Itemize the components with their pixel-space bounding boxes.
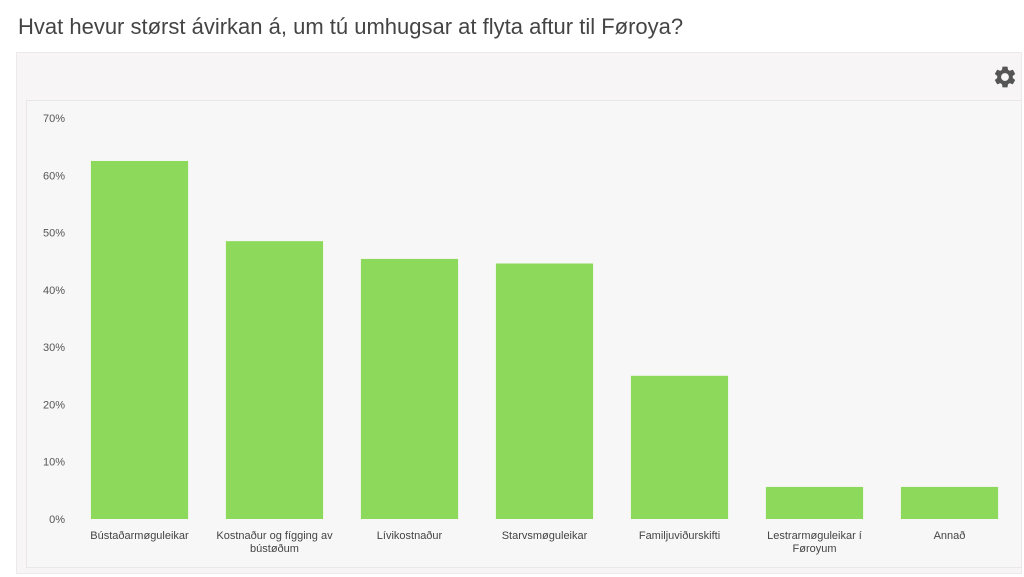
- settings-button[interactable]: [992, 64, 1018, 90]
- x-tick-label-line: Føroyum: [793, 543, 837, 555]
- x-tick-label-line: Bústaðarmøguleikar: [90, 530, 189, 542]
- x-tick-label: Familjuviðurskifti: [639, 530, 720, 542]
- bar[interactable]: [225, 241, 324, 519]
- x-tick-label: Starvsmøguleikar: [502, 530, 588, 542]
- bar[interactable]: [360, 258, 459, 519]
- y-tick-label: 40%: [43, 285, 65, 297]
- chart-card: 0% 10% 20% 30% 40% 50% 60% 70% Bústaðarmøguleika…: [26, 100, 1022, 568]
- x-tick-label-line: Kostnaður og fígging av: [216, 530, 333, 542]
- x-tick-label-line: Familjuviðurskifti: [639, 530, 720, 542]
- bar[interactable]: [765, 486, 864, 519]
- bar-chart: 0% 10% 20% 30% 40% 50% 60% 70% Bústaðarmøguleika…: [43, 113, 999, 555]
- x-tick-label: Bústaðarmøguleikar: [90, 530, 189, 542]
- x-tick-label-line: bústøðum: [250, 543, 299, 555]
- y-tick-label: 0%: [49, 514, 65, 526]
- y-tick-label: 30%: [43, 342, 65, 354]
- y-tick-label: 50%: [43, 228, 65, 240]
- x-tick-label-line: Annað: [934, 530, 966, 542]
- bar[interactable]: [90, 160, 189, 519]
- bar[interactable]: [900, 486, 999, 519]
- x-tick-label-line: Starvsmøguleikar: [502, 530, 588, 542]
- y-tick-label: 10%: [43, 457, 65, 469]
- x-tick-label: Kostnaður og fígging av bústøðum: [216, 530, 333, 555]
- y-tick-label: 60%: [43, 170, 65, 182]
- x-tick-label-line: Lestrarmøguleikar í: [767, 530, 862, 542]
- page-title: Hvat hevur størst ávirkan á, um tú umhug…: [18, 14, 684, 39]
- bar[interactable]: [630, 375, 729, 519]
- y-tick-label: 20%: [43, 399, 65, 411]
- bar[interactable]: [495, 263, 594, 519]
- x-tick-label-line: Lívikostnaður: [377, 530, 443, 542]
- gear-icon: [994, 66, 1016, 88]
- x-tick-label: Lestrarmøguleikar í Føroyum: [767, 530, 862, 555]
- y-tick-label: 70%: [43, 113, 65, 125]
- x-tick-label: Annað: [934, 530, 966, 542]
- x-tick-label: Lívikostnaður: [377, 530, 443, 542]
